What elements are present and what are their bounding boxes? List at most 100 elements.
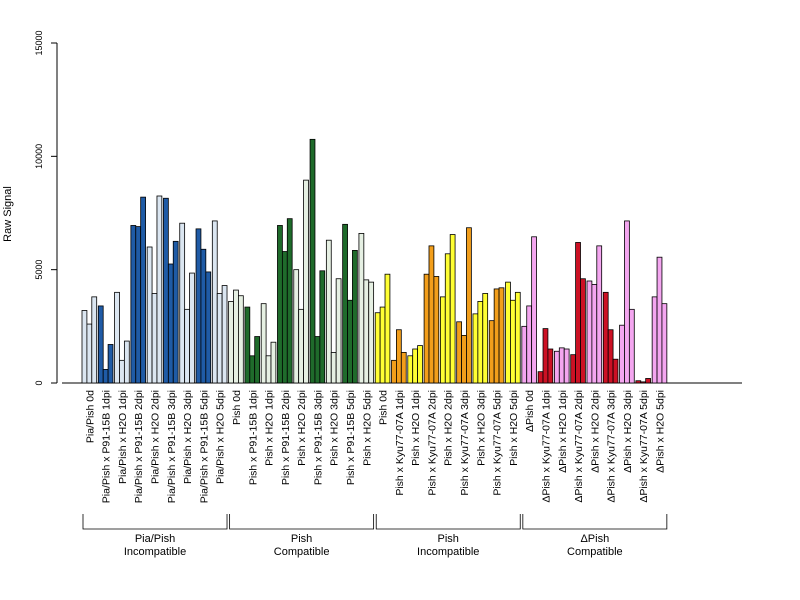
bar [554,350,560,384]
bar [347,299,353,384]
bar [379,306,386,384]
bar [498,287,505,384]
bar [661,303,668,384]
category-label: Pish x Kyu77-07A 5dpi [492,390,504,496]
category-label: Pish x Kyu77-07A 3dpi [459,390,471,496]
bar [286,218,293,384]
bar [135,226,142,384]
bar [612,358,619,384]
category-label: Pia/Pish x P91-15B 3dpi [166,390,178,503]
bar [123,340,130,384]
bar [624,220,630,384]
bar [433,276,440,384]
bar [449,234,456,384]
category-label: Pia/Pish x H2O 1dpi [117,390,129,484]
bar [488,320,495,384]
bar [249,355,256,384]
bar [81,310,88,384]
bar [163,197,169,384]
bar [374,312,381,384]
bar [412,348,419,384]
bar [330,351,337,384]
bar [368,281,375,384]
bar [510,299,516,384]
bar [428,245,435,384]
bar [417,345,423,384]
bar [596,245,603,384]
group-bracket [82,514,228,530]
bar [277,225,283,384]
bar [319,270,326,384]
bar [146,246,153,384]
bar [423,273,430,384]
category-label: Pia/Pish 0d [84,390,96,443]
bar [184,308,190,384]
category-label: Pish x H2O 5dpi [361,390,373,466]
bar [86,323,93,384]
group-bracket [229,514,375,530]
category-label: Pish x Kyu77-07A 2dpi [426,390,438,496]
group-label-line2: Compatible [567,546,623,558]
category-label: Pia/Pish x H2O 3dpi [182,390,194,484]
bar [602,291,609,384]
bar [233,289,239,384]
bar [444,253,451,384]
bar [221,285,228,384]
bar [254,336,260,384]
y-axis-title: Raw Signal [2,186,14,242]
bar [391,359,397,384]
bar [640,381,647,384]
bar [547,348,554,384]
bar [456,321,462,384]
bar [580,278,586,384]
bar [156,195,163,384]
category-label: Pia/Pish x P91-15B 5dpi [198,390,210,503]
category-label: Pish x H2O 2dpi [443,390,455,466]
category-label: Pia/Pish x H2O 2dpi [150,390,162,484]
bar [238,295,244,384]
bar [477,300,484,384]
bar [303,179,309,384]
bar [396,329,402,384]
bar [656,256,663,384]
group-label-line2: Incompatible [417,546,479,558]
bar [505,281,511,384]
category-label: ΔPish x H2O 2dpi [589,390,601,473]
bar [325,239,332,384]
bar [352,249,358,384]
bar [211,220,218,384]
category-label: Pia/Pish x P91-15B 1dpi [101,390,113,503]
bar [537,371,544,384]
bar [482,293,489,384]
bar [575,242,581,384]
y-tick-label: 15000 [34,30,44,55]
bar [102,368,109,384]
category-label: ΔPish x H2O 3dpi [622,390,634,473]
bar [645,378,651,384]
bar [270,341,277,384]
bar [342,223,348,384]
bar [363,279,370,384]
category-label: Pish x H2O 3dpi [329,390,341,466]
category-label: Pia/Pish x P91-15B 2dpi [133,390,145,503]
bar [200,248,207,384]
bar [407,355,414,384]
y-axis: 0 5000 10000 15000 [34,30,58,386]
bar [563,348,570,384]
category-label: Pish x Kyu77-07A 1dpi [394,390,406,496]
bar [493,288,500,384]
bar [542,328,549,384]
bar [570,354,577,384]
bar [167,263,174,384]
bar [531,236,537,384]
y-tick-label: 10000 [34,144,44,169]
bar [521,325,528,384]
category-label: ΔPish x Kyu77-07A 1dpi [540,390,552,503]
group-bracket [375,514,521,530]
category-label: Pish 0d [231,390,243,425]
bar [228,300,234,384]
category-label: Pish x P91-15B 5dpi [345,390,357,485]
category-label: ΔPish x Kyu77-07A 5dpi [638,390,650,503]
bar [586,280,593,384]
